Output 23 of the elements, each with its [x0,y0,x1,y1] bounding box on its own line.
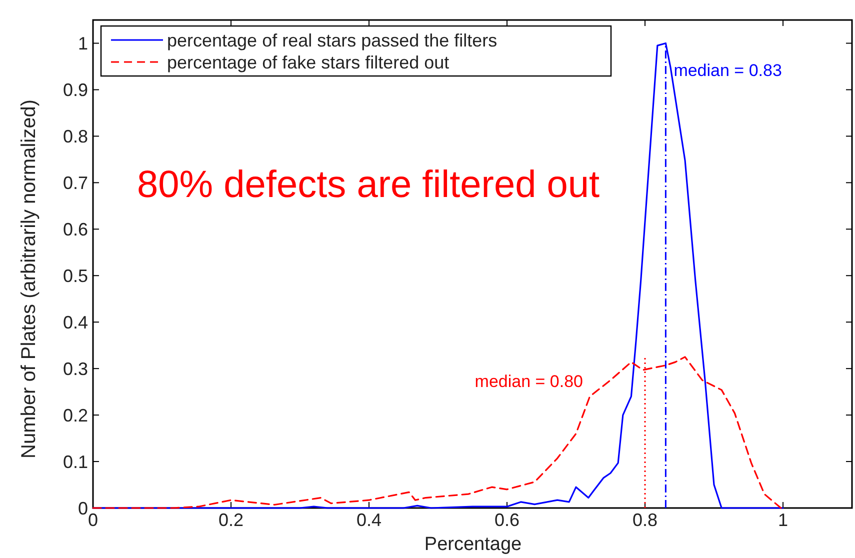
x-tick-label: 0.8 [632,510,658,530]
x-tick-label: 1 [778,510,788,530]
legend-label: percentage of real stars passed the filters [167,30,498,50]
x-tick-label: 0.4 [356,510,382,530]
legend-label: percentage of fake stars filtered out [167,52,450,72]
y-axis-title: Number of Plates (arbitrarily normalized) [18,99,40,459]
annotation: 80% defects are filtered out [137,164,600,206]
x-tick-label: 0.2 [218,510,244,530]
y-tick-label: 0.3 [62,358,88,379]
y-tick-label: 0.8 [62,126,88,146]
y-tick-label: 0.1 [62,452,88,472]
y-tick-label: 0.6 [62,219,88,240]
x-axis-title: Percentage [424,534,522,555]
line-series [92,356,782,509]
y-tick-label: 0.4 [62,312,88,332]
y-tick-label: 0.2 [62,405,88,426]
ref-line-label: median = 0.80 [474,372,583,391]
y-tick-label: 1 [78,34,88,54]
x-tick-label: 0.6 [494,510,520,530]
y-tick-label: 0.9 [62,80,88,100]
y-tick-label: 0.7 [62,172,88,193]
y-tick-label: 0.5 [62,266,88,286]
ref-line-label: median = 0.83 [674,61,782,80]
